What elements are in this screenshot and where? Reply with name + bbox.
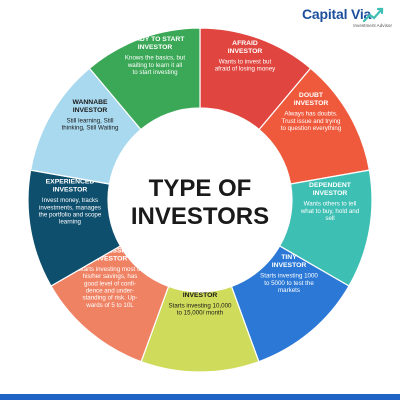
capitalvia-logo: Capital Via Investment Advisor [302,6,394,34]
segment-wannabe-desc-line: thinking, Still Waiting [62,125,119,132]
segment-experienced-desc-line: Invest money, tracks [42,197,98,204]
segment-aggressive-desc-line: dence and under- [86,288,135,295]
segment-decent-desc-line: Starts investing 10,000 [169,302,233,309]
segment-afraid-desc-line: Wants to invest but [219,58,272,65]
segment-doubt-desc-line: Always has doubts. [284,111,338,118]
logo-tagline: Investment Advisor [353,23,392,28]
segment-experienced-desc-line: learning [59,219,82,226]
segment-afraid-title-line: INVESTOR [228,48,263,55]
segment-afraid-title-line: AFRAID [232,40,258,47]
segment-doubt-title-line: DOUBT [299,92,324,99]
segment-doubt-desc-line: to question everything [281,125,342,132]
segment-dependent-desc-line: what to buy, hold and [300,208,360,215]
segment-decent-desc-line: to 15,000/ month [177,310,224,317]
center-title-line2: INVESTORS [131,203,269,230]
segment-ready-desc-line: to start investing [132,69,178,76]
segment-experienced-title-line: EXPERIENCED [46,179,95,186]
segment-ready-title-line: READY TO START [126,36,186,43]
bottom-accent-bar [0,394,400,400]
segment-aggressive-desc-line: good level of confi- [84,280,136,287]
segment-ready-desc-line: Knows the basics, but [125,55,185,62]
segment-experienced-desc-line: the portfolio and scope [39,212,102,219]
segment-ready-desc-line: waiting to learn it all [127,62,182,69]
segment-wannabe-title-line: WANNABE [72,99,108,106]
segment-wannabe-title-line: INVESTOR [73,107,108,114]
segment-dependent-desc-line: sell [325,215,334,222]
segment-ready-title-line: INVESTOR [138,44,173,51]
segment-afraid-desc-line: afraid of losing money [215,66,276,73]
segment-experienced-desc-line: investments, manages [39,204,101,211]
arrow-chart-logo-icon [362,7,384,23]
segment-aggressive-title-line: INVESTOR [93,255,128,262]
segment-dependent-desc-line: Wants others to tell [304,201,357,208]
segment-tiny-desc-line: to 5000 to test the [264,280,314,287]
segment-doubt-title-line: INVESTOR [294,100,329,107]
segment-aggressive-desc-line: Starts investing most of [78,266,143,273]
logo-brand-text: Capital Via [302,6,372,22]
segment-aggressive-desc-line: standing of risk. Up- [82,295,137,302]
segment-tiny-desc-line: Starts investing 1000 [260,273,318,280]
segment-aggressive-desc-line: wards of 5 to 10L [85,302,134,309]
segment-decent-title-line: INVESTOR [183,292,218,299]
segment-tiny-title-line: INVESTOR [272,262,307,269]
segment-wannabe-desc-line: Still learning, Still [66,117,113,124]
segment-experienced-title-line: INVESTOR [53,187,88,194]
segment-dependent-title-line: DEPENDENT [309,182,352,189]
center-circle [108,108,292,292]
center-title-line1: TYPE OF [149,175,252,202]
segment-doubt-desc-line: Trust issue and trying [282,118,341,125]
segment-tiny-title-line: TINY [281,254,297,261]
segment-aggressive-desc-line: his/her savings, has [83,273,138,280]
segment-dependent-title-line: INVESTOR [313,190,348,197]
segment-tiny-desc-line: markets [278,287,300,294]
